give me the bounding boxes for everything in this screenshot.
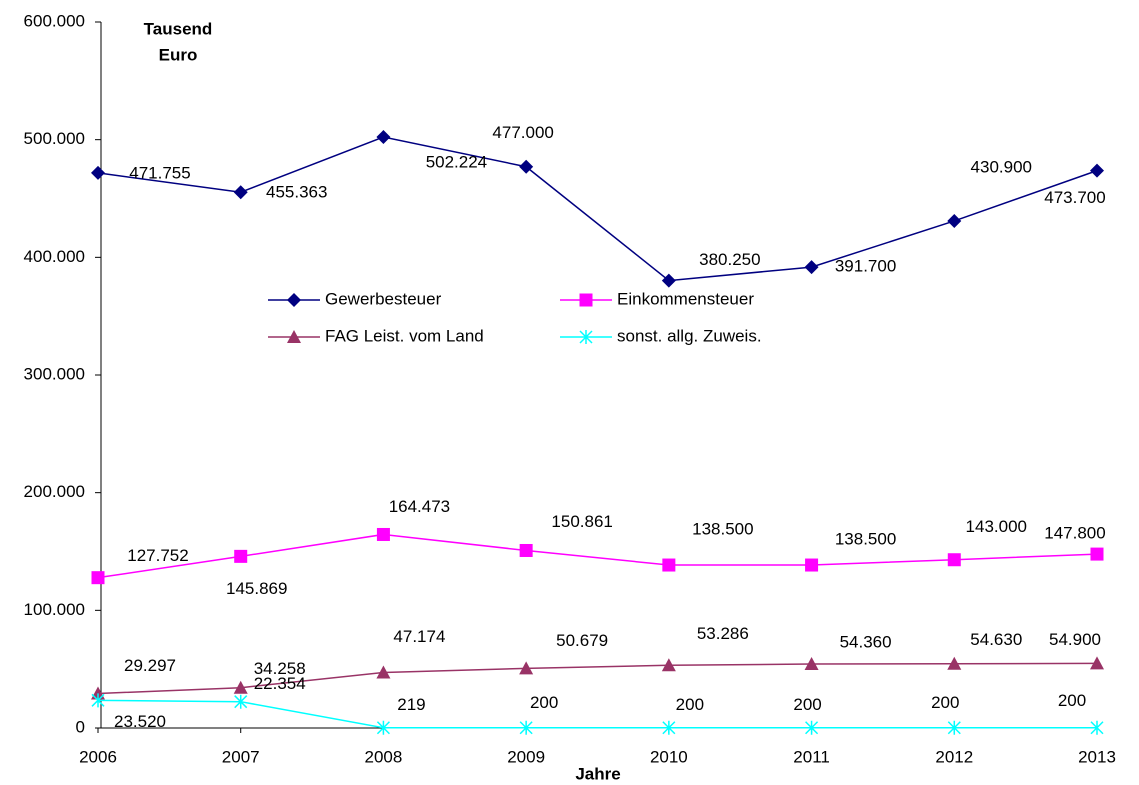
x-tick-label: 2013: [1078, 747, 1116, 766]
data-label: 477.000: [492, 123, 553, 142]
data-label: 502.224: [426, 153, 487, 172]
marker: [804, 657, 819, 671]
marker: [947, 553, 961, 567]
data-label: 54.630: [970, 630, 1022, 649]
marker: [287, 330, 301, 343]
x-tick-label: 2006: [79, 747, 117, 766]
data-label: 430.900: [971, 157, 1032, 176]
marker: [579, 293, 593, 307]
marker: [661, 658, 676, 672]
marker: [1090, 547, 1104, 561]
data-label: 219: [397, 695, 425, 714]
y-tick-label: 400.000: [24, 247, 85, 266]
marker: [233, 680, 248, 694]
data-label: 29.297: [124, 656, 176, 675]
marker: [662, 558, 676, 572]
marker: [519, 661, 534, 675]
marker: [91, 693, 105, 708]
x-tick-label: 2010: [650, 747, 688, 766]
marker: [1090, 720, 1104, 735]
data-label: 471.755: [129, 163, 190, 182]
data-label: 200: [530, 693, 558, 712]
data-label: 150.861: [551, 512, 612, 531]
data-label: 473.700: [1044, 188, 1105, 207]
y-tick-label: 0: [76, 717, 85, 736]
data-label: 53.286: [697, 624, 749, 643]
y-tick-label: 200.000: [24, 482, 85, 501]
marker: [91, 571, 105, 585]
data-label: 54.900: [1049, 630, 1101, 649]
data-label: 23.520: [114, 712, 166, 731]
marker: [947, 720, 961, 735]
marker: [947, 656, 962, 670]
data-label: 143.000: [966, 517, 1027, 536]
legend-label: sonst. allg. Zuweis.: [617, 326, 762, 345]
marker: [662, 720, 676, 735]
legend-label: Einkommensteuer: [617, 289, 754, 308]
series-line: [97, 136, 1098, 282]
x-tick-label: 2008: [365, 747, 403, 766]
data-label: 164.473: [389, 497, 450, 516]
marker: [805, 720, 819, 735]
marker: [91, 165, 105, 180]
marker: [519, 159, 534, 174]
y-axis-label-line: Euro: [159, 45, 198, 64]
x-tick-label: 2011: [793, 747, 830, 766]
marker: [1090, 656, 1104, 670]
marker: [661, 273, 676, 288]
series-line: [97, 533, 1098, 579]
marker: [804, 260, 819, 275]
data-label: 391.700: [835, 257, 896, 276]
marker: [376, 720, 390, 735]
data-label: 138.500: [835, 530, 896, 549]
marker: [376, 130, 391, 145]
marker: [519, 720, 533, 735]
y-tick-label: 300.000: [24, 364, 85, 383]
y-tick-label: 500.000: [24, 129, 85, 148]
marker: [376, 665, 391, 679]
marker: [234, 694, 248, 709]
data-label: 200: [793, 695, 821, 714]
marker: [376, 527, 390, 541]
legend-label: FAG Leist. vom Land: [325, 326, 484, 345]
data-label: 54.360: [840, 633, 892, 652]
y-axis-label-line: Tausend: [144, 19, 213, 38]
marker: [579, 330, 593, 344]
data-label: 455.363: [266, 183, 327, 202]
data-label: 147.800: [1044, 524, 1105, 543]
y-tick-label: 600.000: [24, 11, 85, 30]
data-label: 380.250: [699, 250, 760, 269]
data-label: 200: [931, 693, 959, 712]
data-label: 145.869: [226, 579, 287, 598]
data-label: 22.354: [254, 674, 306, 693]
marker: [1090, 163, 1104, 178]
y-tick-label: 100.000: [24, 600, 85, 619]
data-label: 200: [676, 695, 704, 714]
data-label: 127.752: [127, 546, 188, 565]
x-axis-label: Jahre: [575, 764, 620, 783]
marker: [805, 558, 819, 572]
data-label: 47.174: [393, 627, 445, 646]
series-line: [97, 699, 1097, 729]
data-label: 50.679: [556, 631, 608, 650]
x-tick-label: 2012: [935, 747, 973, 766]
marker: [519, 543, 533, 557]
data-label: 138.500: [692, 520, 753, 539]
x-tick-label: 2007: [222, 747, 260, 766]
x-tick-label: 2009: [507, 747, 545, 766]
series-line: [97, 662, 1098, 695]
legend-label: Gewerbesteuer: [325, 289, 442, 308]
data-label: 200: [1058, 691, 1086, 710]
data-label: 34.258: [254, 659, 306, 678]
marker: [287, 293, 301, 307]
marker: [233, 185, 248, 200]
marker: [947, 213, 962, 228]
marker: [234, 549, 248, 563]
